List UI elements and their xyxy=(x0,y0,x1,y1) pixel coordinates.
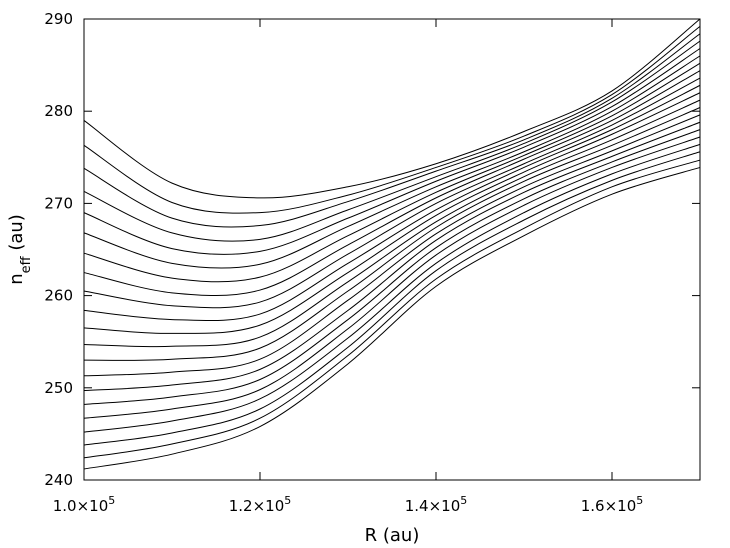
series-line xyxy=(83,121,701,392)
y-axis-title-main: n xyxy=(6,273,27,284)
y-tick-label: 260 xyxy=(44,287,73,305)
plot-frame xyxy=(83,18,701,481)
series-line xyxy=(83,18,701,199)
tick-group: 1.0×105 1.2×105 1.4×105 1.6×105 240 250 260 270… xyxy=(44,10,700,515)
series-line xyxy=(83,25,701,214)
y-tick-label: 240 xyxy=(44,471,73,489)
series-line xyxy=(83,40,701,242)
x-tick-label: 1.0×105 xyxy=(53,494,116,515)
series-line xyxy=(83,62,701,283)
y-axis-title-subscript: eff xyxy=(19,255,34,273)
x-tick-label: 1.2×105 xyxy=(229,494,292,515)
series-line xyxy=(83,84,701,322)
y-axis-title-unit: (au) xyxy=(6,214,27,256)
series-line xyxy=(83,159,701,459)
y-tick-label: 290 xyxy=(44,10,73,28)
x-tick-label: 1.4×105 xyxy=(405,494,468,515)
series-line xyxy=(83,166,701,470)
y-tick-label: 280 xyxy=(44,102,73,120)
series-line xyxy=(83,114,701,377)
y-tick-label: 270 xyxy=(44,194,73,212)
series-line xyxy=(83,136,701,419)
series-line xyxy=(83,92,701,334)
series-line xyxy=(83,55,701,269)
series-group xyxy=(83,18,701,470)
series-line xyxy=(83,143,701,433)
series-line xyxy=(83,151,701,446)
series-line xyxy=(83,107,701,361)
series-line xyxy=(83,33,701,228)
series-line xyxy=(83,48,701,255)
x-axis-title: R (au) xyxy=(365,525,420,546)
y-tick-label: 250 xyxy=(44,379,73,397)
series-line xyxy=(83,129,701,405)
series-line xyxy=(83,99,701,348)
y-axis-title: neff (au) xyxy=(6,214,34,285)
series-line xyxy=(83,77,701,309)
series-line xyxy=(83,70,701,297)
x-tick-label: 1.6×105 xyxy=(581,494,644,515)
